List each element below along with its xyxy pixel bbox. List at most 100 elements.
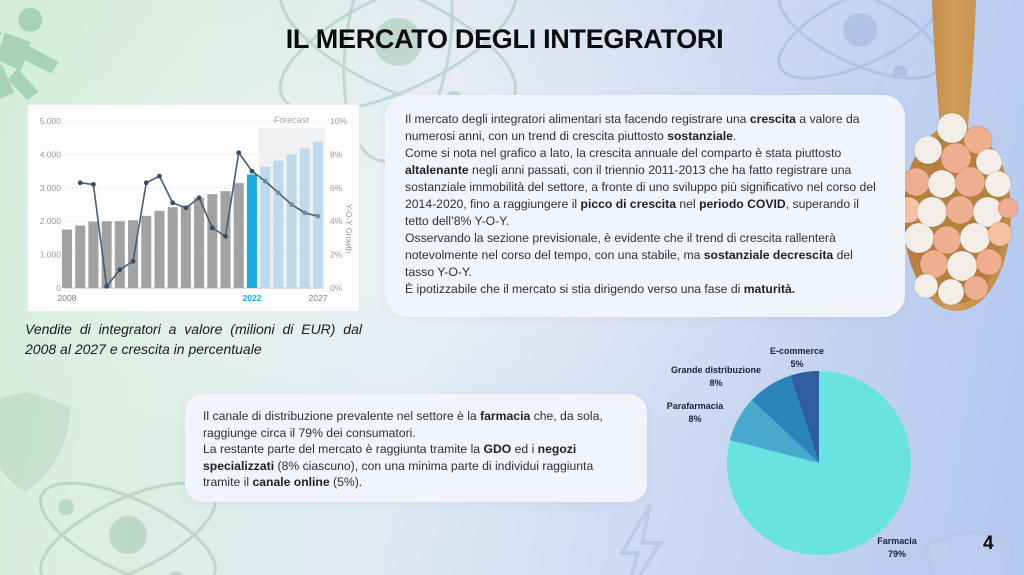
pill <box>932 225 962 255</box>
paragraph: Come si nota nel grafico a lato, la cres… <box>405 146 876 228</box>
paragraph: È ipotizzabile che il mercato si stia di… <box>405 282 796 296</box>
pie-label-text: Farmacia <box>877 536 917 546</box>
pill <box>954 166 986 198</box>
bar-2012 <box>114 221 125 288</box>
distribution-pie-chart <box>660 340 980 575</box>
growth-dot-2015 <box>157 173 162 179</box>
bar-2023 <box>260 166 271 288</box>
x-axis-tick-2022: 2022 <box>242 293 261 303</box>
pie-label-farmacia: Farmacia 79% <box>877 535 917 561</box>
pie-label-pct: 8% <box>709 378 723 389</box>
bar-2011 <box>101 221 112 288</box>
bar-2026 <box>299 148 310 288</box>
paragraph: Il canale di distribuzione prevalente ne… <box>203 409 603 440</box>
shield-icon <box>0 392 70 492</box>
pill <box>903 222 935 254</box>
growth-dot-2019 <box>209 225 215 231</box>
bar-2020 <box>220 191 231 288</box>
growth-dot-2016 <box>170 200 176 206</box>
bar-2015 <box>154 210 165 288</box>
growth-dot-2014 <box>143 180 149 186</box>
paragraph: La restante parte del mercato è raggiunt… <box>203 442 594 489</box>
pill <box>913 135 943 165</box>
growth-dot-2018 <box>196 195 202 201</box>
pie-label-text: Grande distribuzione <box>670 365 762 375</box>
growth-dot-2025 <box>289 202 294 207</box>
growth-dot-2023 <box>262 178 268 184</box>
lightning-icon <box>618 503 664 575</box>
pill <box>940 142 972 174</box>
pill <box>913 273 939 299</box>
growth-dot-2012 <box>117 267 123 273</box>
paragraph: Osservando la sezione previsionale, è ev… <box>405 231 853 279</box>
pie-label-ecommerce: E-commerce 5% <box>770 345 824 371</box>
sales-growth-chart: 0 0% 1.000 2% 2.000 4% 3.000 6% 4.000 8% 5.000 10% F… <box>27 104 360 312</box>
growth-dot-2024 <box>275 190 281 196</box>
left-axis-tick: 1.000 <box>40 250 62 260</box>
pie-label-pct: 8% <box>688 414 702 425</box>
pill <box>987 221 1013 247</box>
left-axis-tick: 4.000 <box>40 149 62 159</box>
pills <box>894 112 1019 306</box>
chart-caption: Vendite di integratori a valore (milioni… <box>25 321 362 357</box>
bar-2013 <box>128 220 139 288</box>
right-axis-tick: 10% <box>330 116 347 126</box>
pie-slice-parafarmacia <box>729 400 819 463</box>
pill <box>916 196 948 228</box>
left-axis-tick: 0 <box>56 283 61 293</box>
pie-label-grande-distribuzione: Grande distribuzione 8% <box>671 364 761 390</box>
bar-2025 <box>286 154 297 288</box>
forecast-label: Forecast <box>274 115 310 125</box>
pill <box>963 125 993 155</box>
growth-dot-2026 <box>302 210 308 216</box>
right-axis-tick: 0% <box>330 283 343 293</box>
bar-2018 <box>194 197 205 288</box>
bar-2010 <box>88 221 99 288</box>
bar-2021 <box>233 183 244 288</box>
pill <box>959 222 991 254</box>
left-axis-tick: 3.000 <box>40 183 62 193</box>
growth-dot-2009 <box>77 180 83 186</box>
growth-dot-2011 <box>104 283 110 289</box>
pie-label-text: E-commerce <box>769 346 825 356</box>
growth-dot-2020 <box>223 233 228 239</box>
pie-label-pct: 5% <box>790 359 804 370</box>
bar-2009 <box>75 225 86 288</box>
growth-dot-2010 <box>91 182 96 187</box>
spoon-with-pills-image <box>894 0 1024 332</box>
distribution-textbox: Il canale di distribuzione prevalente ne… <box>185 394 647 502</box>
growth-dot-2013 <box>130 258 136 264</box>
growth-dot-2027 <box>315 213 321 219</box>
pill <box>927 169 957 199</box>
right-axis-title: Y-O-Y Growth <box>344 204 353 253</box>
bar-2022 <box>246 174 257 288</box>
pie-label-pct: 79% <box>887 549 906 560</box>
bar-2024 <box>273 160 284 288</box>
bar-2019 <box>207 194 218 288</box>
paragraph: Il mercato degli integratori alimentari … <box>405 112 860 143</box>
pie-label-text: Parafarmacia <box>666 401 724 411</box>
right-axis-tick: 8% <box>330 149 343 159</box>
bar-2008 <box>62 229 72 288</box>
x-axis-tick-2008: 2008 <box>58 293 77 303</box>
left-axis-tick: 5.000 <box>40 116 62 126</box>
pill <box>937 278 965 306</box>
right-axis-tick: 4% <box>330 216 343 226</box>
pill <box>984 170 1012 198</box>
slide-title: IL MERCATO DEGLI INTEGRATORI <box>285 24 724 54</box>
bar-2017 <box>180 205 191 288</box>
x-axis-tick-2027: 2027 <box>309 293 328 303</box>
growth-dot-2017 <box>183 205 189 211</box>
pill <box>936 112 968 144</box>
pie-slice-e-commerce <box>790 371 819 463</box>
pill <box>901 167 931 197</box>
pill <box>945 195 975 225</box>
pill <box>975 248 1003 276</box>
growth-dot-2022 <box>249 168 255 174</box>
page-number: 4 <box>983 533 994 554</box>
right-axis-tick: 6% <box>330 183 343 193</box>
growth-dot-2021 <box>236 150 242 156</box>
pill <box>997 197 1019 219</box>
pill <box>963 275 989 301</box>
